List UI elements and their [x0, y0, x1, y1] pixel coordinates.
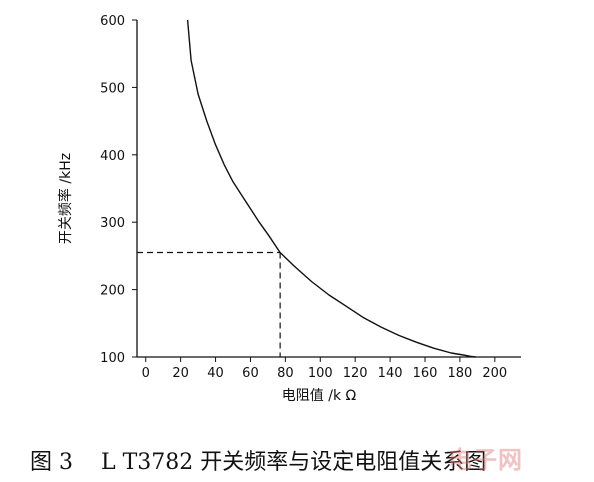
y-tick-label: 400 — [100, 149, 125, 164]
chart-axes — [136, 20, 521, 358]
x-tick-label: 180 — [447, 366, 472, 381]
x-tick-label: 80 — [277, 366, 294, 381]
x-tick-label: 60 — [242, 366, 259, 381]
x-tick-label: 40 — [207, 366, 224, 381]
chart-figure: 0 20 40 60 80 100 120 140 160 180 200 100 200 300 400… — [57, 14, 521, 404]
x-tick-label: 120 — [343, 366, 368, 381]
y-tick-label: 500 — [100, 81, 125, 96]
watermark-logo: 电子网 — [448, 446, 523, 474]
plot-area — [137, 19, 476, 358]
x-tick-label: 100 — [308, 366, 333, 381]
x-tick-label: 140 — [378, 366, 403, 381]
x-axis-ticks: 0 20 40 60 80 100 120 140 160 180 200 — [142, 357, 507, 381]
y-axis-label: 开关频率 /kHz — [57, 153, 74, 244]
x-tick-label: 0 — [142, 366, 150, 381]
y-tick-label: 100 — [100, 351, 125, 366]
x-tick-label: 20 — [172, 366, 189, 381]
figure-caption: 图 3 L T3782 开关频率与设定电阻值关系图 — [30, 450, 487, 475]
frequency-curve — [186, 19, 476, 358]
y-tick-label: 600 — [100, 14, 125, 29]
x-tick-label: 160 — [413, 366, 438, 381]
y-tick-label: 300 — [100, 216, 125, 231]
x-axis-label: 电阻值 /k Ω — [282, 388, 357, 404]
y-tick-label: 200 — [100, 284, 125, 299]
x-tick-label: 200 — [482, 366, 507, 381]
y-axis-ticks: 100 200 300 400 500 600 — [100, 14, 137, 366]
